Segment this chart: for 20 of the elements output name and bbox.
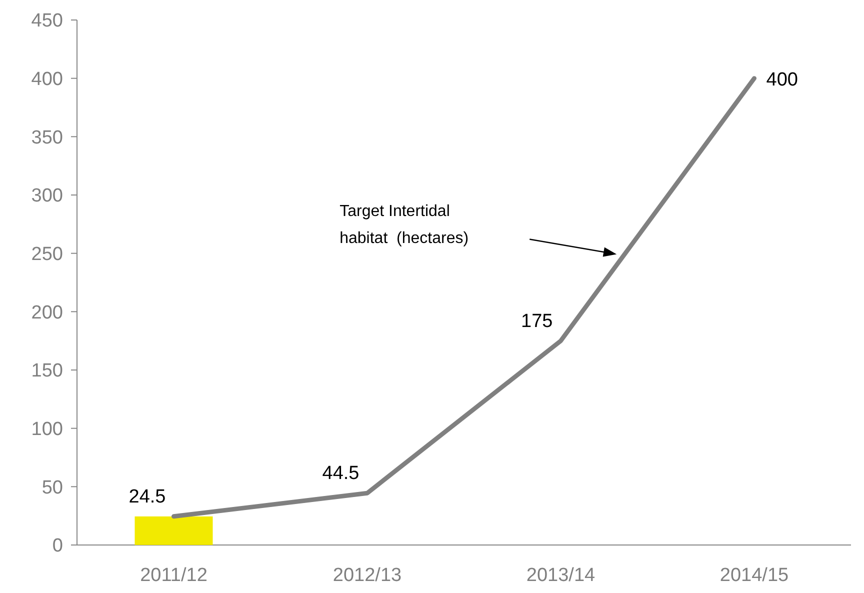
y-tick-label: 50 bbox=[42, 477, 63, 498]
x-tick-label: 2014/15 bbox=[720, 565, 789, 586]
data-label: 175 bbox=[521, 310, 553, 332]
y-tick-label: 0 bbox=[52, 536, 63, 557]
data-label: 400 bbox=[766, 69, 798, 90]
y-tick-label: 250 bbox=[31, 244, 63, 265]
text: Target Intertidal habitat (hectares) bbox=[340, 203, 469, 248]
y-tick-label: 350 bbox=[31, 127, 63, 148]
line-series bbox=[172, 76, 756, 519]
data-label: 24.5 bbox=[128, 486, 166, 508]
x-tick-label: 2013/14 bbox=[526, 565, 596, 586]
y-tick-label: 200 bbox=[31, 302, 63, 324]
y-tick-label: 100 bbox=[31, 418, 63, 440]
x-tick-label: 2012/13 bbox=[332, 565, 402, 586]
x-tick-label: 2011/12 bbox=[140, 565, 208, 586]
y-tick-label: 450 bbox=[31, 10, 63, 32]
y-tick-label: 400 bbox=[31, 68, 63, 90]
y-tick-label: 300 bbox=[31, 186, 63, 207]
y-tick-label: 150 bbox=[31, 360, 63, 382]
data-label: 44.5 bbox=[322, 463, 360, 484]
